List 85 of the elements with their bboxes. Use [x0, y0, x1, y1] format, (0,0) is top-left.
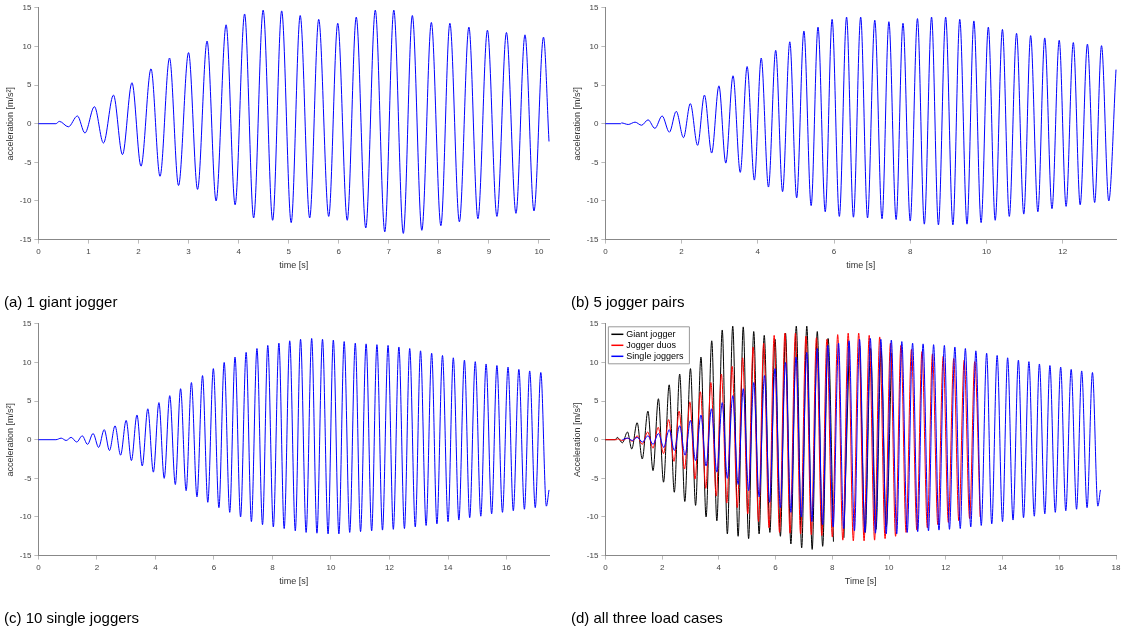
x-tick-label: 10 — [326, 562, 336, 572]
y-tick-label: 0 — [593, 434, 599, 444]
x-axis-title: time [s] — [279, 260, 309, 271]
y-axis-title: Acceleration [m/s²] — [571, 402, 582, 477]
x-tick-label: 16 — [1054, 562, 1065, 572]
x-tick-label: 2 — [94, 562, 100, 572]
legend-label: Single joggers — [626, 350, 684, 361]
line-series — [604, 16, 1117, 226]
y-tick-label: 5 — [26, 396, 32, 406]
y-axis-title: acceleration [m/s²] — [4, 86, 15, 161]
y-tick-label: 5 — [26, 80, 32, 90]
x-tick-label: 14 — [998, 562, 1008, 572]
y-tick-label: 0 — [26, 434, 32, 444]
text: (a) 1 giant jogger — [4, 293, 118, 311]
x-tick-label: 6 — [831, 246, 837, 256]
y-tick-label: 15 — [589, 319, 599, 328]
y-tick-label: 10 — [589, 41, 599, 51]
legend-label: Jogger duos — [626, 339, 677, 350]
line-series — [604, 332, 981, 542]
x-tick-label: 14 — [443, 562, 454, 572]
x-tick-label: 4 — [755, 246, 761, 256]
x-tick-label: 9 — [486, 246, 492, 256]
y-tick-label: 10 — [589, 357, 599, 367]
x-tick-label: 4 — [236, 246, 242, 256]
x-tick-label: 10 — [884, 562, 895, 572]
y-tick-label: -15 — [19, 234, 32, 244]
y-tick-label: -10 — [586, 512, 599, 522]
x-tick-label: 7 — [386, 246, 392, 256]
y-tick-label: 0 — [26, 118, 32, 128]
x-tick-label: 1 — [86, 246, 92, 256]
y-tick-label: 5 — [593, 80, 599, 90]
x-tick-label: 4 — [716, 562, 722, 572]
y-tick-label: -10 — [19, 196, 32, 206]
x-tick-label: 6 — [773, 562, 779, 572]
x-tick-label: 6 — [211, 562, 217, 572]
y-tick-label: -15 — [586, 550, 599, 560]
y-tick-label: -5 — [24, 473, 32, 483]
y-tick-label: 5 — [593, 396, 599, 406]
y-tick-label: 0 — [593, 118, 599, 128]
x-tick-label: 0 — [603, 562, 609, 572]
x-axis-title: time [s] — [279, 576, 309, 587]
y-tick-label: 15 — [22, 319, 32, 328]
x-axis-title: time [s] — [846, 260, 876, 271]
text: (c) 10 single joggers — [4, 609, 140, 627]
y-tick-label: -15 — [19, 550, 32, 560]
legend-label: Giant jogger — [626, 328, 676, 339]
x-tick-label: 12 — [1058, 246, 1068, 256]
x-tick-label: 0 — [36, 246, 42, 256]
line-series — [621, 337, 1101, 535]
x-tick-label: 0 — [36, 562, 42, 572]
x-tick-label: 10 — [981, 246, 992, 256]
y-tick-label: -15 — [586, 234, 599, 244]
y-axis-title: acceleration [m/s²] — [571, 86, 582, 161]
x-tick-label: 8 — [830, 562, 836, 572]
y-tick-label: 10 — [22, 357, 32, 367]
x-tick-label: 8 — [270, 562, 276, 572]
x-tick-label: 8 — [436, 246, 442, 256]
x-tick-label: 5 — [286, 246, 292, 256]
y-tick-label: -5 — [591, 473, 599, 483]
x-tick-label: 12 — [385, 562, 395, 572]
text: (b) 5 jogger pairs — [571, 293, 685, 311]
y-axis-title: acceleration [m/s²] — [4, 402, 15, 477]
y-tick-label: -5 — [24, 157, 32, 167]
x-tick-label: 2 — [679, 246, 685, 256]
y-tick-label: 15 — [589, 3, 599, 12]
x-tick-label: 3 — [186, 246, 192, 256]
x-tick-label: 0 — [603, 246, 609, 256]
y-tick-label: -5 — [591, 157, 599, 167]
y-tick-label: -10 — [19, 512, 32, 522]
x-tick-label: 6 — [336, 246, 342, 256]
x-tick-label: 2 — [659, 562, 665, 572]
line-series — [37, 337, 550, 535]
x-tick-label: 16 — [502, 562, 512, 572]
x-tick-label: 8 — [907, 246, 913, 256]
line-series — [37, 9, 550, 234]
x-tick-label: 10 — [534, 246, 544, 256]
x-tick-label: 4 — [153, 562, 159, 572]
x-axis-title: Time [s] — [844, 576, 877, 587]
y-tick-label: -10 — [586, 196, 599, 206]
x-tick-label: 2 — [136, 246, 142, 256]
x-tick-label: 18 — [1111, 562, 1121, 572]
text: (d) all three load cases — [571, 609, 723, 627]
y-tick-label: 15 — [22, 3, 32, 12]
y-tick-label: 10 — [22, 41, 32, 51]
x-tick-label: 12 — [941, 562, 951, 572]
